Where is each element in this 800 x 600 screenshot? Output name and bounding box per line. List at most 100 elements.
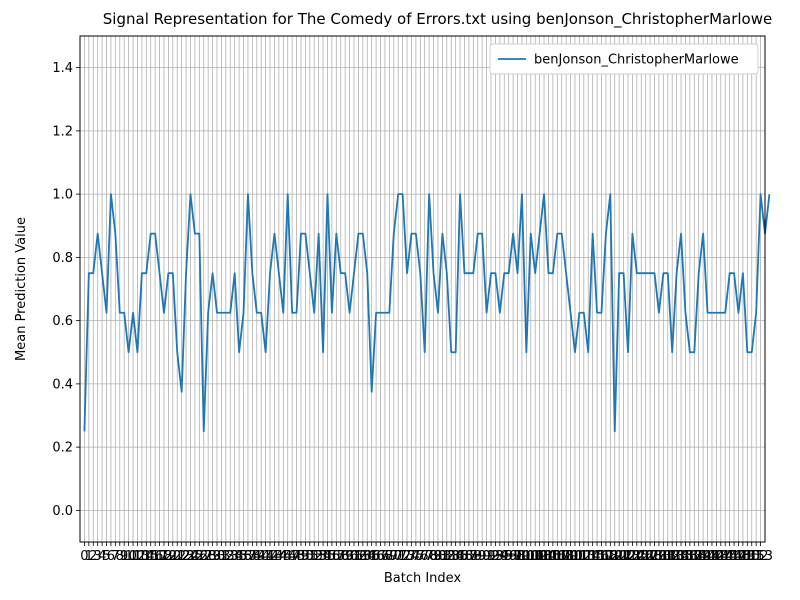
x-tick-label: 95 xyxy=(496,549,513,564)
x-tick-label: 97 xyxy=(505,549,522,564)
x-tick-label: 0 xyxy=(80,549,88,564)
x-tick-label: 139 xyxy=(686,549,711,564)
x-tick-label: 62 xyxy=(350,549,367,564)
x-tick-label: 129 xyxy=(642,549,667,564)
x-tick-label: 103 xyxy=(527,549,552,564)
y-tick-label: 0.8 xyxy=(52,251,73,266)
x-tick-label: 70 xyxy=(386,549,403,564)
x-tick-label: 98 xyxy=(509,549,526,564)
x-tick-label: 109 xyxy=(554,549,579,564)
x-tick-label: 141 xyxy=(695,549,720,564)
x-tick-label: 4 xyxy=(98,549,106,564)
series-line-0 xyxy=(83,193,771,433)
x-tick-label: 11 xyxy=(125,549,142,564)
x-tick-label: 83 xyxy=(443,549,460,564)
x-tick-label: 119 xyxy=(598,549,623,564)
x-tick-label: 44 xyxy=(271,549,288,564)
x-tick-label: 78 xyxy=(421,549,438,564)
x-tick-label: 25 xyxy=(187,549,204,564)
x-tick-label: 21 xyxy=(169,549,186,564)
y-tick-label: 0.4 xyxy=(52,377,73,392)
x-tick-label: 136 xyxy=(673,549,698,564)
x-tick-label: 57 xyxy=(328,549,345,564)
x-tick-label: 52 xyxy=(306,549,323,564)
x-tick-label: 90 xyxy=(474,549,491,564)
x-tick-label: 128 xyxy=(638,549,663,564)
x-tick-label: 131 xyxy=(651,549,676,564)
x-tick-label: 145 xyxy=(713,549,738,564)
x-tick-label: 134 xyxy=(664,549,689,564)
x-tick-label: 117 xyxy=(589,549,614,564)
x-tick-label: 135 xyxy=(669,549,694,564)
x-tick-label: 123 xyxy=(616,549,641,564)
x-tick-label: 49 xyxy=(293,549,310,564)
series-layer xyxy=(83,193,771,433)
x-tick-label: 118 xyxy=(593,549,618,564)
x-tick-label: 68 xyxy=(377,549,394,564)
x-tick-label: 26 xyxy=(191,549,208,564)
y-ticks: 0.0 0.2 0.4 0.6 0.8 1.0 1.2 1.4 xyxy=(52,61,80,519)
x-tick-label: 124 xyxy=(620,549,645,564)
x-tick-label: 7 xyxy=(111,549,119,564)
x-tick-label: 104 xyxy=(532,549,557,564)
x-tick-label: 36 xyxy=(235,549,252,564)
x-tick-label: 87 xyxy=(461,549,478,564)
x-tick-label: 34 xyxy=(226,549,243,564)
x-tick-label: 60 xyxy=(341,549,358,564)
x-tick-label: 35 xyxy=(231,549,248,564)
x-tick-label: 132 xyxy=(655,549,680,564)
x-tick-label: 55 xyxy=(319,549,336,564)
x-tick-label: 111 xyxy=(563,549,588,564)
x-axis-title: Batch Index xyxy=(384,571,462,586)
x-tick-label: 23 xyxy=(178,549,195,564)
x-tick-label: 108 xyxy=(549,549,574,564)
x-tick-label: 14 xyxy=(138,549,155,564)
x-tick-label: 114 xyxy=(576,549,601,564)
x-tick-label: 66 xyxy=(368,549,385,564)
x-tick-label: 102 xyxy=(523,549,548,564)
x-tick-label: 51 xyxy=(302,549,319,564)
x-tick-label: 59 xyxy=(337,549,354,564)
x-tick-label: 138 xyxy=(682,549,707,564)
x-tick-label: 107 xyxy=(545,549,570,564)
x-tick-label: 99 xyxy=(514,549,531,564)
x-tick-label: 153 xyxy=(748,549,773,564)
x-tick-label: 22 xyxy=(173,549,190,564)
x-tick-label: 24 xyxy=(182,549,199,564)
x-tick-label: 137 xyxy=(677,549,702,564)
legend-label: benJonson_ChristopherMarlowe xyxy=(534,53,739,68)
x-tick-label: 125 xyxy=(624,549,649,564)
x-tick-label: 152 xyxy=(744,549,769,564)
x-tick-label: 73 xyxy=(399,549,416,564)
x-tick-label: 37 xyxy=(240,549,257,564)
x-tick-label: 15 xyxy=(142,549,159,564)
x-tick-label: 5 xyxy=(102,549,110,564)
x-tick-label: 27 xyxy=(195,549,212,564)
legend-box xyxy=(489,43,759,75)
x-tick-label: 126 xyxy=(629,549,654,564)
x-tick-label: 144 xyxy=(708,549,733,564)
x-tick-label: 106 xyxy=(540,549,565,564)
x-tick-label: 113 xyxy=(571,549,596,564)
x-tick-label: 79 xyxy=(425,549,442,564)
x-tick-label: 74 xyxy=(403,549,420,564)
x-tick-label: 72 xyxy=(394,549,411,564)
x-tick-label: 81 xyxy=(434,549,451,564)
x-tick-label: 148 xyxy=(726,549,751,564)
x-tick-label: 112 xyxy=(567,549,592,564)
x-tick-label: 89 xyxy=(469,549,486,564)
x-tick-label: 85 xyxy=(452,549,469,564)
x-tick-label: 80 xyxy=(430,549,447,564)
x-tick-label: 41 xyxy=(257,549,274,564)
x-tick-label: 48 xyxy=(288,549,305,564)
x-tick-label: 130 xyxy=(647,549,672,564)
x-tick-label: 9 xyxy=(120,549,128,564)
x-tick-label: 38 xyxy=(244,549,261,564)
x-tick-label: 1 xyxy=(85,549,93,564)
plot-frame xyxy=(79,35,766,543)
x-tick-label: 122 xyxy=(611,549,636,564)
y-tick-label: 1.4 xyxy=(52,61,73,76)
x-tick-label: 42 xyxy=(262,549,279,564)
